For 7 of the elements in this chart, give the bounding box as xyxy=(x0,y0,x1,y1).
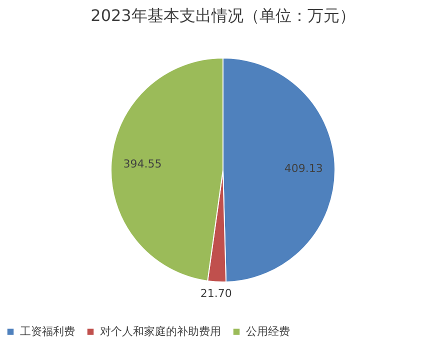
data-label: 394.55 xyxy=(123,157,162,170)
chart-title: 2023年基本支出情况（单位：万元） xyxy=(90,6,356,25)
data-label: 409.13 xyxy=(284,162,323,175)
legend-label: 对个人和家庭的补助费用 xyxy=(100,324,221,338)
legend-label: 公用经费 xyxy=(246,324,290,338)
data-label: 21.70 xyxy=(200,286,232,300)
legend-label: 工资福利费 xyxy=(20,324,75,338)
